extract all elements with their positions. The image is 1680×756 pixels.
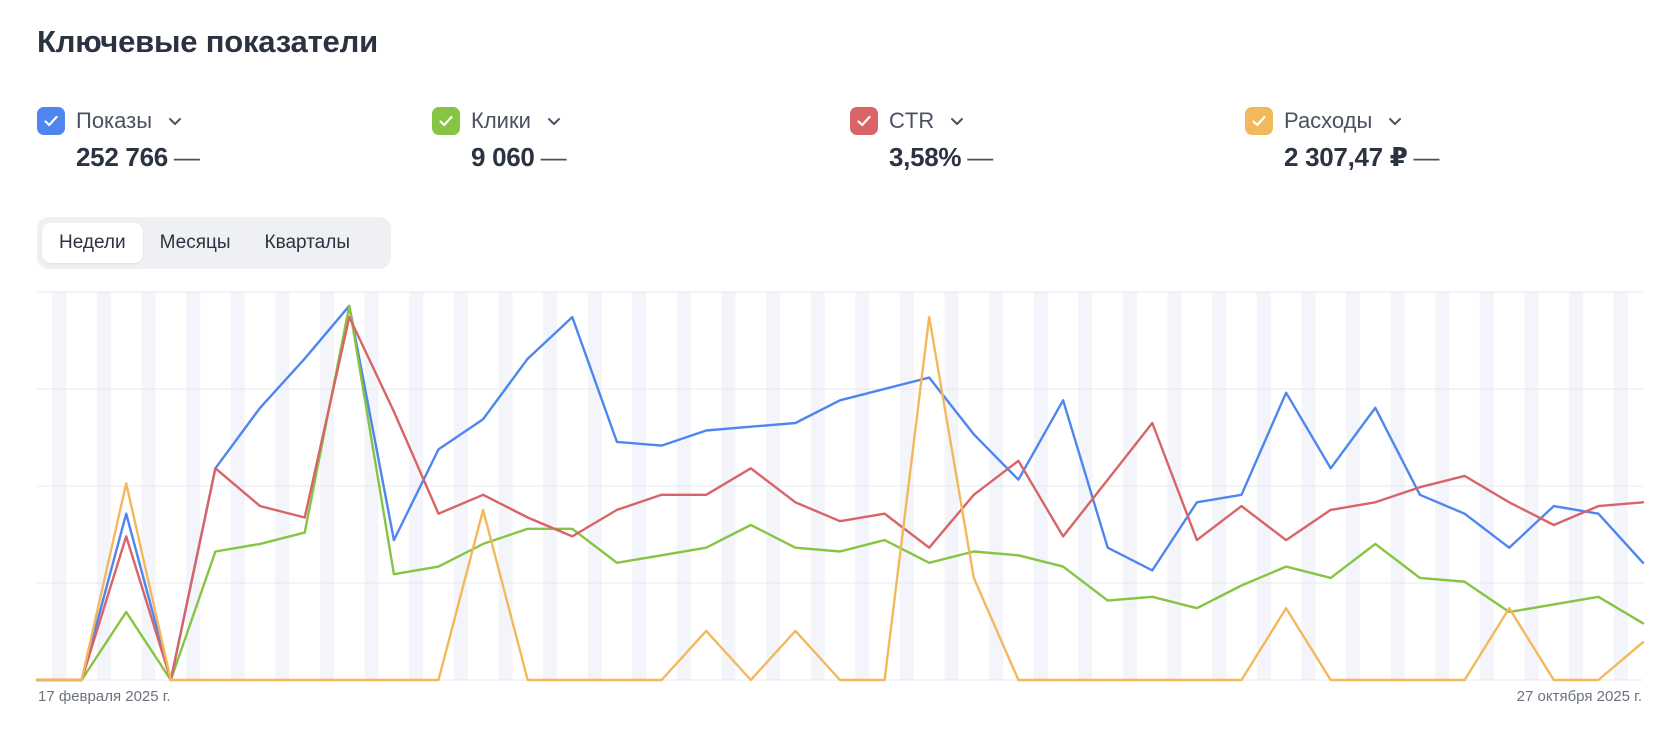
metric-ctr-checkbox[interactable]	[850, 107, 878, 135]
metric-clicks: Клики 9 060—	[432, 106, 567, 173]
metric-clicks-value-row: 9 060—	[471, 142, 567, 173]
metric-spend: Расходы 2 307,47 ₽ —	[1245, 106, 1440, 173]
metrics-row: Показы 252 766— Клики 9 060—	[37, 106, 1637, 176]
metric-ctr: CTR 3,58% —	[850, 106, 993, 173]
page-title: Ключевые показатели	[37, 24, 378, 59]
check-icon	[439, 115, 453, 127]
metric-clicks-checkbox[interactable]	[432, 107, 460, 135]
x-axis-end-label: 27 октября 2025 г.	[1516, 688, 1642, 705]
chevron-down-icon[interactable]	[948, 112, 966, 130]
tab-months[interactable]: Месяцы	[159, 232, 231, 253]
check-icon	[44, 115, 58, 127]
metric-spend-value-row: 2 307,47 ₽ —	[1284, 142, 1440, 173]
metric-ctr-label: CTR	[889, 108, 935, 133]
metric-ctr-value-row: 3,58% —	[889, 142, 993, 173]
series-line-4	[35, 315, 1645, 682]
metric-spend-label: Расходы	[1284, 108, 1373, 133]
chevron-down-icon[interactable]	[1386, 112, 1404, 130]
series-line-2	[35, 304, 1645, 682]
chevron-down-icon[interactable]	[545, 112, 563, 130]
tab-weeks[interactable]: Недели	[42, 223, 143, 263]
check-icon	[857, 115, 871, 127]
chevron-down-icon[interactable]	[166, 112, 184, 130]
series-line-3	[35, 315, 1645, 682]
metric-impressions: Показы 252 766—	[37, 106, 200, 173]
metric-clicks-change: —	[540, 142, 567, 172]
metric-impressions-checkbox[interactable]	[37, 107, 65, 135]
metric-clicks-value: 9 060	[471, 142, 535, 172]
metric-spend-value: 2 307,47 ₽	[1284, 142, 1408, 172]
series-line-1	[35, 304, 1645, 682]
metric-ctr-value: 3,58%	[889, 142, 962, 172]
metric-impressions-value-row: 252 766—	[76, 142, 200, 173]
metric-impressions-change: —	[173, 142, 200, 172]
metric-impressions-value: 252 766	[76, 142, 168, 172]
metric-impressions-label: Показы	[76, 108, 153, 133]
period-switcher: Недели Месяцы Кварталы	[37, 217, 391, 269]
metric-spend-change: —	[1413, 142, 1440, 172]
line-chart	[35, 291, 1645, 682]
check-icon	[1252, 115, 1266, 127]
metric-spend-checkbox[interactable]	[1245, 107, 1273, 135]
tab-quarters[interactable]: Кварталы	[264, 232, 350, 253]
metric-ctr-change: —	[967, 142, 993, 172]
x-axis-start-label: 17 февраля 2025 г.	[38, 688, 171, 705]
metric-clicks-label: Клики	[471, 108, 531, 133]
